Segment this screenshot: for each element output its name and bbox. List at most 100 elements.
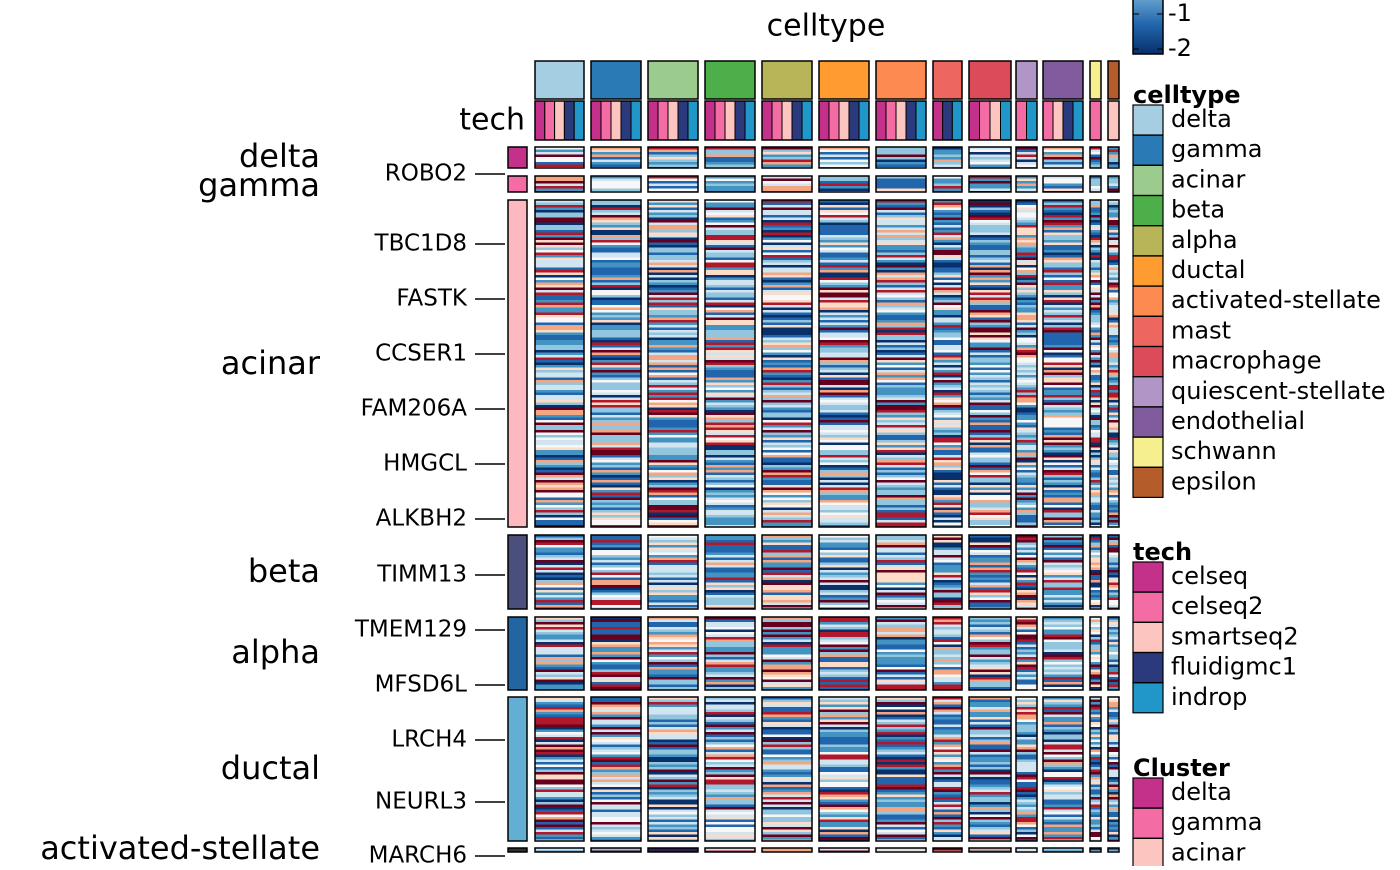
heatmap-texture bbox=[648, 220, 698, 223]
heatmap-texture bbox=[762, 570, 812, 573]
heatmap-texture bbox=[819, 257, 869, 260]
heatmap-texture bbox=[1090, 327, 1101, 330]
heatmap-texture bbox=[819, 252, 869, 255]
heatmap-texture bbox=[1016, 237, 1037, 240]
heatmap-texture bbox=[969, 152, 1011, 155]
heatmap-texture bbox=[648, 737, 698, 740]
heatmap-texture bbox=[933, 212, 962, 215]
heatmap-texture bbox=[969, 210, 1011, 213]
heatmap-texture bbox=[535, 230, 584, 233]
heatmap-texture bbox=[535, 420, 584, 423]
heatmap-texture bbox=[591, 300, 641, 303]
heatmap-texture bbox=[819, 397, 869, 400]
heatmap-texture bbox=[1108, 824, 1119, 827]
heatmap-texture bbox=[1108, 215, 1119, 218]
heatmap-texture bbox=[705, 455, 755, 458]
heatmap-texture bbox=[933, 699, 962, 702]
heatmap-texture bbox=[535, 769, 584, 772]
heatmap-texture bbox=[1016, 619, 1037, 622]
heatmap-texture bbox=[933, 777, 962, 780]
heatmap-texture bbox=[1108, 522, 1119, 525]
heatmap-texture bbox=[591, 722, 641, 725]
heatmap-texture bbox=[648, 215, 698, 218]
heatmap-texture bbox=[648, 415, 698, 418]
heatmap-texture bbox=[933, 395, 962, 398]
gene-label: CCSER1 bbox=[375, 341, 467, 367]
heatmap-texture bbox=[762, 450, 812, 453]
heatmap-texture bbox=[648, 465, 698, 468]
heatmap-texture bbox=[876, 744, 926, 747]
heatmap-texture bbox=[1043, 644, 1083, 647]
heatmap-texture bbox=[876, 717, 926, 720]
heatmap-texture bbox=[648, 480, 698, 483]
heatmap-block-border bbox=[818, 616, 870, 691]
heatmap-texture bbox=[1090, 677, 1101, 680]
heatmap-texture bbox=[1043, 450, 1083, 453]
heatmap-texture bbox=[1108, 540, 1119, 543]
heatmap-texture bbox=[1108, 585, 1119, 588]
heatmap-texture bbox=[876, 557, 926, 560]
heatmap-texture bbox=[1043, 807, 1083, 810]
heatmap-texture bbox=[1043, 595, 1083, 598]
heatmap-texture bbox=[819, 639, 869, 642]
heatmap-texture bbox=[705, 712, 755, 715]
heatmap-texture bbox=[1016, 762, 1037, 765]
heatmap-texture bbox=[535, 382, 584, 385]
heatmap-texture bbox=[762, 347, 812, 350]
heatmap-texture bbox=[591, 342, 641, 345]
heatmap-texture bbox=[535, 520, 584, 523]
heatmap-texture bbox=[969, 814, 1011, 817]
heatmap-texture bbox=[762, 247, 812, 250]
heatmap-texture bbox=[933, 812, 962, 815]
heatmap-texture bbox=[1043, 497, 1083, 500]
heatmap-texture bbox=[876, 430, 926, 433]
heatmap-texture bbox=[933, 797, 962, 800]
heatmap-texture bbox=[535, 212, 584, 215]
heatmap-texture bbox=[933, 824, 962, 827]
heatmap-texture bbox=[762, 702, 812, 705]
heatmap-texture bbox=[535, 147, 584, 150]
heatmap-texture bbox=[819, 295, 869, 298]
heatmap-texture bbox=[648, 742, 698, 745]
heatmap-texture bbox=[535, 407, 584, 410]
heatmap-texture bbox=[1016, 202, 1037, 205]
heatmap-texture bbox=[535, 712, 584, 715]
heatmap-texture bbox=[933, 515, 962, 518]
heatmap-texture bbox=[819, 467, 869, 470]
heatmap-texture bbox=[1016, 400, 1037, 403]
heatmap-texture bbox=[1090, 512, 1101, 515]
heatmap-texture bbox=[591, 817, 641, 820]
heatmap-texture bbox=[762, 392, 812, 395]
heatmap-texture bbox=[876, 257, 926, 260]
heatmap-texture bbox=[648, 477, 698, 480]
heatmap-texture bbox=[819, 482, 869, 485]
heatmap-texture bbox=[933, 282, 962, 285]
heatmap-texture bbox=[705, 162, 755, 165]
heatmap-texture bbox=[1043, 392, 1083, 395]
heatmap-texture bbox=[535, 627, 584, 630]
heatmap-block-border bbox=[1015, 847, 1038, 853]
heatmap-texture bbox=[876, 295, 926, 298]
heatmap-texture bbox=[1108, 235, 1119, 238]
heatmap-texture bbox=[933, 709, 962, 712]
heatmap-texture bbox=[762, 422, 812, 425]
heatmap-texture bbox=[876, 714, 926, 717]
heatmap-texture bbox=[969, 340, 1011, 343]
heatmap-texture bbox=[535, 307, 584, 310]
heatmap-texture bbox=[705, 280, 755, 283]
heatmap-texture bbox=[1016, 674, 1037, 677]
heatmap-texture bbox=[648, 176, 698, 179]
heatmap-texture bbox=[762, 555, 812, 558]
heatmap-texture bbox=[762, 634, 812, 637]
heatmap-texture bbox=[535, 717, 584, 720]
heatmap-texture bbox=[591, 752, 641, 755]
heatmap-texture bbox=[819, 714, 869, 717]
heatmap-texture bbox=[1043, 495, 1083, 498]
heatmap-texture bbox=[1090, 535, 1101, 538]
heatmap-texture bbox=[876, 792, 926, 795]
heatmap-texture bbox=[762, 637, 812, 640]
heatmap-texture bbox=[705, 235, 755, 238]
heatmap-texture bbox=[1108, 317, 1119, 320]
heatmap-texture bbox=[591, 487, 641, 490]
heatmap-texture bbox=[969, 267, 1011, 270]
